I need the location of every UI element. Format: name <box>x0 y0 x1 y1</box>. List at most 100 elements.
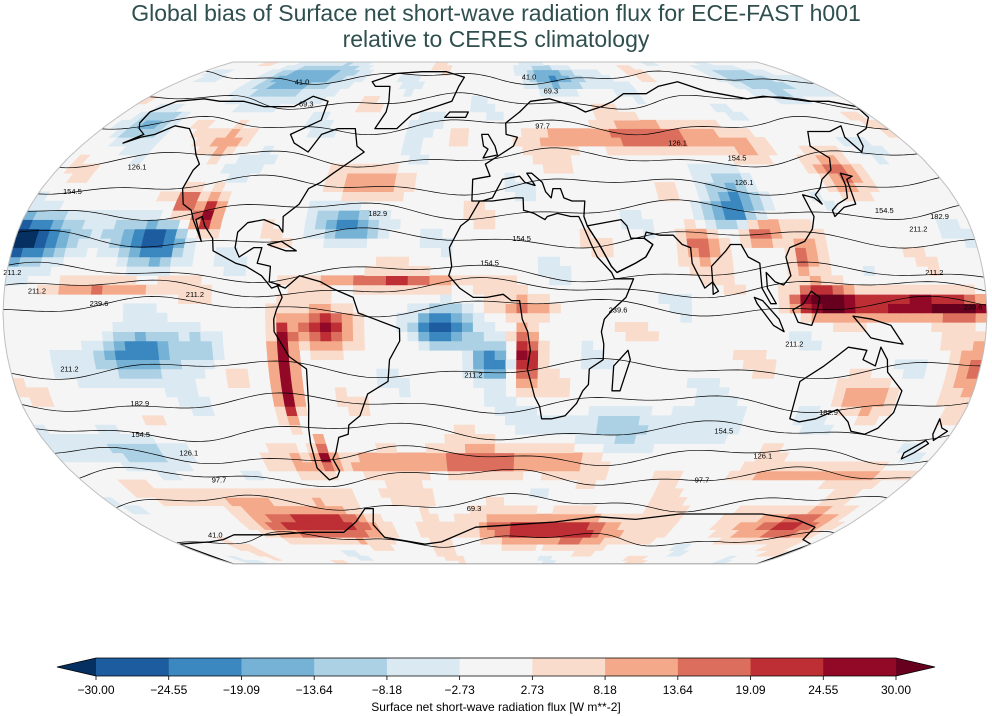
bias-cell <box>207 75 228 83</box>
bias-cell <box>732 349 746 361</box>
bias-cell <box>640 406 653 417</box>
bias-cell <box>259 145 275 156</box>
bias-cell <box>537 265 550 277</box>
bias-cell <box>920 312 933 323</box>
bias-cell <box>925 256 940 267</box>
bias-cell <box>125 349 139 361</box>
bias-cell <box>251 560 269 564</box>
bias-cell <box>418 265 431 277</box>
bias-cell <box>683 219 697 230</box>
bias-cell <box>165 103 186 113</box>
bias-cell <box>697 378 710 389</box>
contour-label: 126.1 <box>179 448 198 457</box>
bias-cell <box>201 349 214 361</box>
bias-cell <box>286 312 299 323</box>
colorbar-tick-label: 24.55 <box>808 683 838 697</box>
colorbar-tick-label: −2.73 <box>444 683 475 697</box>
bias-cell <box>621 65 636 71</box>
bias-cell <box>669 303 682 314</box>
bias-cell <box>725 396 739 407</box>
contour-label: 154.5 <box>63 187 82 196</box>
contour-label: 154.5 <box>728 154 747 163</box>
bias-cell <box>386 256 399 267</box>
bias-cell <box>531 145 543 156</box>
bias-cell <box>850 163 868 174</box>
colorbar-extend-max <box>896 658 935 676</box>
bias-cell <box>308 312 321 323</box>
contour-label: 182.9 <box>368 209 387 218</box>
bias-cell <box>931 321 944 333</box>
bias-cell <box>427 461 439 472</box>
bias-cell <box>293 396 307 407</box>
bias-cell <box>680 293 692 305</box>
bias-cell <box>541 154 554 165</box>
bias-cell <box>383 521 396 531</box>
bias-cell <box>707 378 721 389</box>
bias-cell <box>429 284 441 295</box>
bias-cell <box>333 238 347 248</box>
bias-cell <box>418 321 430 333</box>
bias-cell <box>396 275 409 286</box>
bias-cell <box>276 321 289 333</box>
bias-cell <box>451 331 463 342</box>
bias-cell <box>128 247 142 258</box>
bias-cell <box>541 461 554 472</box>
bias-cell <box>324 228 337 239</box>
bias-cell <box>104 359 119 370</box>
bias-cell <box>211 340 224 351</box>
bias-cell <box>504 452 515 463</box>
bias-cell <box>516 340 529 351</box>
contour-label: 211.2 <box>925 268 943 277</box>
bias-cell <box>180 359 194 370</box>
bias-cell <box>952 331 965 342</box>
colorbar-bin <box>168 658 242 676</box>
bias-cell <box>494 340 507 351</box>
bias-cell <box>346 396 359 407</box>
bias-cell <box>366 228 379 239</box>
bias-cell <box>396 284 409 295</box>
bias-cell <box>101 284 115 295</box>
bias-cell <box>407 312 419 323</box>
bias-cell <box>537 378 549 389</box>
bias-cell <box>552 452 564 463</box>
bias-cell <box>320 349 333 361</box>
bias-cell <box>742 359 756 370</box>
bias-cell <box>223 265 236 277</box>
contour-label: 211.2 <box>909 225 927 234</box>
colorbar-bin <box>532 658 606 676</box>
bias-cell <box>279 368 292 379</box>
bias-cell <box>263 154 279 165</box>
bias-cell <box>513 470 524 481</box>
bias-cell <box>584 505 598 515</box>
bias-cell <box>585 424 598 435</box>
bias-cell <box>290 378 304 389</box>
bias-cell <box>494 505 504 515</box>
bias-cell <box>472 275 485 286</box>
bias-cell <box>832 293 845 305</box>
bias-cell <box>483 349 496 361</box>
bias-cell <box>386 265 398 277</box>
colorbar-tick-label: 2.73 <box>521 683 545 697</box>
bias-cell <box>821 293 834 305</box>
bias-cell <box>543 555 553 561</box>
bias-cell <box>669 470 684 481</box>
bias-cell <box>308 293 321 305</box>
bias-cell <box>167 331 180 342</box>
bias-cell <box>213 256 227 267</box>
bias-cell <box>104 424 122 435</box>
bias-cell <box>800 303 813 314</box>
bias-cell <box>312 62 327 66</box>
bias-cell <box>523 62 532 66</box>
bias-cell <box>494 387 507 398</box>
bias-cell <box>472 340 485 351</box>
bias-cell <box>139 247 153 258</box>
bias-cell <box>551 154 563 165</box>
bias-cell <box>352 284 365 295</box>
bias-cell <box>941 284 954 295</box>
bias-cell <box>806 406 821 417</box>
bias-cell <box>501 543 510 551</box>
bias-cell <box>149 247 164 258</box>
bias-cell <box>407 275 420 286</box>
bias-cell <box>505 406 517 417</box>
contour-label: 154.5 <box>875 206 894 215</box>
